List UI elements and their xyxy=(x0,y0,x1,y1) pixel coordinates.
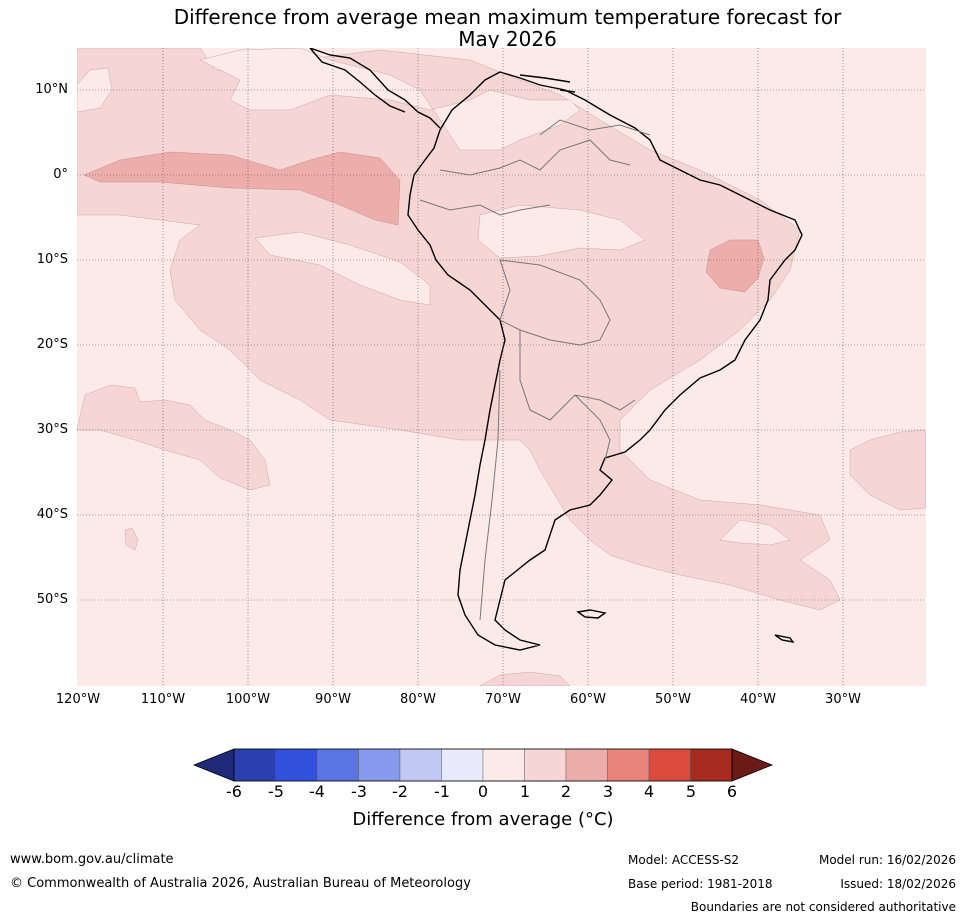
colorbar-tick-label: 4 xyxy=(643,782,655,801)
coastlines xyxy=(309,48,803,651)
colorbar-tick-label: -5 xyxy=(268,782,284,801)
lat-label: 40°S xyxy=(36,507,68,522)
colorbar-segment xyxy=(607,748,650,782)
anomaly-region-2-3 xyxy=(83,151,401,226)
colorbar-tick-label: -4 xyxy=(309,782,325,801)
colorbar-segment xyxy=(690,748,733,782)
lon-label: 70°W xyxy=(485,692,521,707)
lon-label: 110°W xyxy=(140,692,186,707)
lat-label: 20°S xyxy=(36,337,68,352)
lat-label: 50°S xyxy=(36,592,68,607)
colorbar-tick-label: 3 xyxy=(602,782,614,801)
lon-label: 80°W xyxy=(400,692,436,707)
colorbar-segment xyxy=(482,748,525,782)
colorbar-extend-high xyxy=(731,748,774,782)
colorbar-segment xyxy=(648,748,691,782)
anomaly-region-1-2 xyxy=(77,384,271,491)
model-name: Model: ACCESS-S2 xyxy=(628,853,740,867)
colorbar-tick-label: 6 xyxy=(726,782,738,801)
colorbar-tick-label: -6 xyxy=(226,782,242,801)
colorbar-segment xyxy=(316,748,359,782)
lon-label: 120°W xyxy=(55,692,101,707)
anomaly-region-1-2 xyxy=(479,671,571,686)
colorbar-tick-label: 0 xyxy=(477,782,489,801)
lon-label: 40°W xyxy=(740,692,776,707)
colorbar-tick-label: 1 xyxy=(519,782,531,801)
colorbar-segment xyxy=(233,748,276,782)
central-america-coastline xyxy=(309,48,441,129)
south-america-coastline xyxy=(407,71,803,651)
chart-title-line1: Difference from average mean maximum tem… xyxy=(173,5,842,29)
caribbean-coastline xyxy=(519,74,576,93)
website-link[interactable]: www.bom.gov.au/climate xyxy=(10,852,174,867)
colorbar-segment xyxy=(358,748,401,782)
lat-label: 10°N xyxy=(35,82,68,97)
colorbar-segment xyxy=(441,748,484,782)
anomaly-region-0-1 xyxy=(254,231,431,306)
lon-label: 50°W xyxy=(655,692,691,707)
colorbar-tick-label: -3 xyxy=(351,782,367,801)
anomaly-shading xyxy=(77,48,926,686)
anomaly-region-1-2 xyxy=(124,527,139,551)
colorbar-outline xyxy=(233,748,733,782)
colorbar-label: Difference from average (°C) xyxy=(352,809,614,830)
lon-label: 30°W xyxy=(825,692,861,707)
south-georgia xyxy=(774,634,795,644)
lon-label: 90°W xyxy=(315,692,351,707)
colorbar-tick-label: -1 xyxy=(434,782,450,801)
falkland-islands xyxy=(576,609,607,619)
colorbar-segment xyxy=(524,748,567,782)
colorbar-segment xyxy=(275,748,318,782)
colorbar-tick-label: -2 xyxy=(392,782,408,801)
colorbar-tick-label: 5 xyxy=(685,782,697,801)
boundary-disclaimer: Boundaries are not considered authoritat… xyxy=(690,900,956,914)
anomaly-region-2-3 xyxy=(705,239,765,293)
lat-label: 10°S xyxy=(36,252,68,267)
lon-label: 100°W xyxy=(225,692,271,707)
issued-date: Issued: 18/02/2026 xyxy=(840,877,956,891)
copyright-notice: © Commonwealth of Australia 2026, Austra… xyxy=(10,876,471,891)
model-run-date: Model run: 16/02/2026 xyxy=(818,853,956,867)
colorbar xyxy=(192,748,774,782)
anomaly-region-0-1 xyxy=(77,67,113,113)
lat-label: 0° xyxy=(53,167,68,182)
anomaly-region-0-1 xyxy=(477,204,646,259)
graticule xyxy=(77,48,926,686)
base-period: Base period: 1981-2018 xyxy=(628,877,773,891)
chart-title-line2: May 2026 xyxy=(458,27,557,51)
lat-label: 30°S xyxy=(36,422,68,437)
anomaly-region-0-1 xyxy=(199,48,581,151)
colorbar-tick-label: 2 xyxy=(560,782,572,801)
lon-label: 60°W xyxy=(570,692,606,707)
colorbar-segment xyxy=(565,748,608,782)
colorbar-segment xyxy=(399,748,442,782)
country-borders xyxy=(419,119,651,621)
anomaly-region-1-2 xyxy=(849,429,926,511)
colorbar-extend-low xyxy=(192,748,235,782)
anomaly-region-0-1 xyxy=(719,519,791,546)
